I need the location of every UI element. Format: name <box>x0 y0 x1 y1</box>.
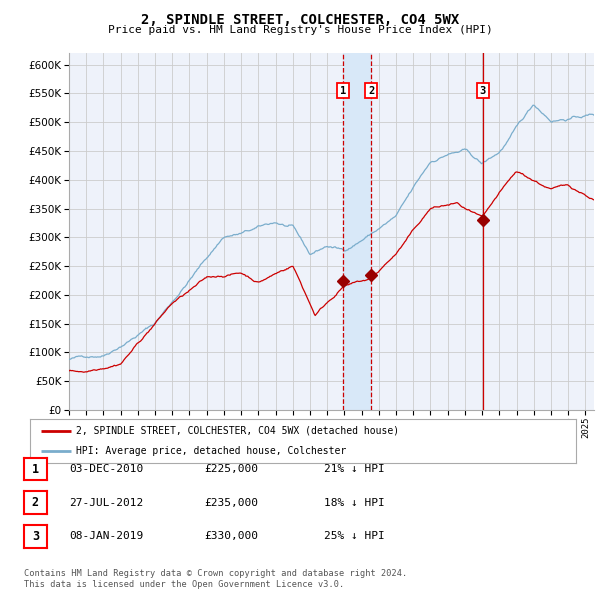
Text: 03-DEC-2010: 03-DEC-2010 <box>69 464 143 474</box>
Text: 2, SPINDLE STREET, COLCHESTER, CO4 5WX (detached house): 2, SPINDLE STREET, COLCHESTER, CO4 5WX (… <box>76 426 400 436</box>
Text: Price paid vs. HM Land Registry's House Price Index (HPI): Price paid vs. HM Land Registry's House … <box>107 25 493 35</box>
Text: HPI: Average price, detached house, Colchester: HPI: Average price, detached house, Colc… <box>76 446 347 456</box>
Text: 1: 1 <box>32 463 39 476</box>
Text: 3: 3 <box>32 530 39 543</box>
Text: 3: 3 <box>479 86 486 96</box>
Text: 1: 1 <box>340 86 346 96</box>
Text: 08-JAN-2019: 08-JAN-2019 <box>69 532 143 541</box>
Text: £225,000: £225,000 <box>204 464 258 474</box>
Text: £235,000: £235,000 <box>204 498 258 507</box>
Text: 18% ↓ HPI: 18% ↓ HPI <box>324 498 385 507</box>
Text: Contains HM Land Registry data © Crown copyright and database right 2024.
This d: Contains HM Land Registry data © Crown c… <box>24 569 407 589</box>
Text: 27-JUL-2012: 27-JUL-2012 <box>69 498 143 507</box>
Text: £330,000: £330,000 <box>204 532 258 541</box>
Text: 2, SPINDLE STREET, COLCHESTER, CO4 5WX: 2, SPINDLE STREET, COLCHESTER, CO4 5WX <box>141 13 459 27</box>
Text: 2: 2 <box>368 86 374 96</box>
Text: 21% ↓ HPI: 21% ↓ HPI <box>324 464 385 474</box>
Text: 2: 2 <box>32 496 39 509</box>
Bar <box>343 53 371 410</box>
Text: 25% ↓ HPI: 25% ↓ HPI <box>324 532 385 541</box>
